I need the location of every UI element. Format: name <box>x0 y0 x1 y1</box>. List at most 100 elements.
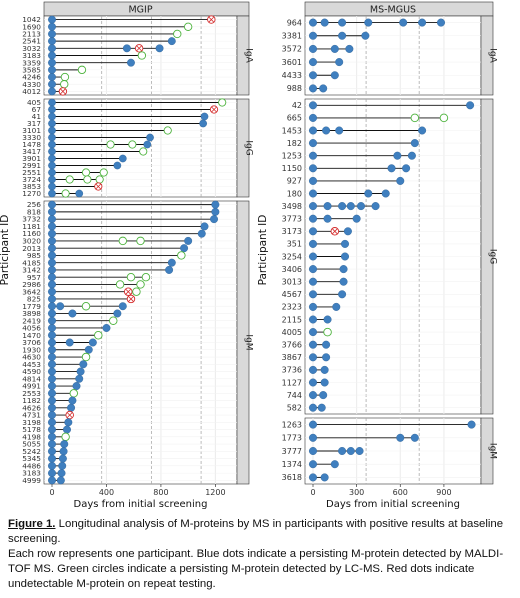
maldi-tof-point <box>127 58 135 67</box>
maldi-tof-point <box>84 345 93 354</box>
maldi-tof-point <box>309 365 318 374</box>
maldi-tof-point <box>393 151 402 160</box>
maldi-tof-point <box>48 147 56 156</box>
maldi-tof-point <box>309 328 318 337</box>
maldi-tof-point <box>59 447 68 456</box>
maldi-tof-point <box>48 189 56 198</box>
maldi-tof-point <box>322 340 331 349</box>
maldi-tof-point <box>309 353 318 362</box>
lc-ms-point <box>81 168 91 177</box>
undetectable-cross <box>208 16 214 23</box>
maldi-tof-point <box>410 433 419 442</box>
maldi-tof-point <box>118 302 127 311</box>
participant-id-label: 4056 <box>22 324 41 333</box>
maldi-tof-point <box>48 133 56 142</box>
maldi-tof-point <box>48 367 56 376</box>
participant-id-label: 4999 <box>22 476 41 485</box>
maldi-tof-point <box>48 265 56 274</box>
participant-id-label: 3853 <box>22 182 41 191</box>
maldi-tof-point <box>364 18 373 27</box>
maldi-tof-point <box>184 236 193 245</box>
participant-id-label: 2323 <box>282 303 302 312</box>
participant-id-label: 582 <box>287 404 302 413</box>
maldi-tof-point <box>410 139 419 148</box>
maldi-tof-point <box>309 164 318 173</box>
maldi-tof-point <box>48 251 56 260</box>
participant-id-label: 3183 <box>22 469 41 478</box>
maldi-tof-point <box>48 338 56 347</box>
maldi-tof-point <box>118 154 127 163</box>
maldi-tof-point <box>309 18 318 27</box>
participant-id-label: 4486 <box>22 461 41 470</box>
participant-id-label: 3706 <box>22 338 41 347</box>
participant-id-label: 2541 <box>22 37 41 46</box>
participant-id-label: 4185 <box>22 258 41 267</box>
maldi-tof-point <box>48 360 56 369</box>
participant-id-label: 3198 <box>22 418 41 427</box>
maldi-tof-point <box>72 382 81 391</box>
maldi-tof-point <box>155 44 164 53</box>
participant-id-label: 405 <box>27 98 41 107</box>
maldi-tof-point <box>56 302 65 311</box>
participant-id-label: 256 <box>27 200 41 209</box>
facet-label-igg: IgG <box>244 140 254 155</box>
lc-ms-point <box>81 301 91 311</box>
lc-ms-point <box>115 280 125 289</box>
lc-ms-point <box>136 280 145 289</box>
panel-ms-mgus-igg: IgG 42 665 1453 182 1253 1150 927 180 3498 3773 317… <box>282 98 498 415</box>
participant-id-label: 4246 <box>22 73 41 82</box>
maldi-tof-point <box>75 189 84 198</box>
lc-ms-point <box>118 236 128 246</box>
lc-ms-point <box>109 316 118 325</box>
participant-id-label: 818 <box>27 207 41 216</box>
participant-id-label: 957 <box>27 273 41 282</box>
maldi-tof-point <box>67 403 76 412</box>
maldi-tof-point <box>371 202 380 211</box>
panel-frame <box>304 15 482 96</box>
maldi-tof-point <box>402 164 411 173</box>
participant-id-label: 1263 <box>282 420 302 429</box>
maldi-tof-point <box>48 37 56 46</box>
lc-ms-point <box>60 80 69 89</box>
panel-mgip-iga: IgA1042169021132541303231833359358542464… <box>22 15 253 96</box>
maldi-tof-point <box>48 287 56 296</box>
participant-id-label: 3330 <box>22 133 41 142</box>
participant-id-label: 3642 <box>22 287 41 296</box>
participant-id-label: 927 <box>287 177 302 186</box>
maldi-tof-point <box>113 309 122 318</box>
maldi-tof-point <box>322 353 331 362</box>
participant-id-label: 3732 <box>22 215 41 224</box>
participant-id-label: 4453 <box>22 360 41 369</box>
participant-id-label: 1181 <box>22 222 41 231</box>
participant-id-label: 964 <box>287 18 302 27</box>
participant-id-label: 744 <box>287 391 302 400</box>
maldi-tof-point <box>48 161 56 170</box>
figure-caption: Figure 1. Longitudinal analysis of M-pro… <box>8 517 514 592</box>
maldi-tof-point <box>48 389 56 398</box>
facet-label-igg: IgG <box>488 249 498 264</box>
maldi-tof-point <box>48 175 56 184</box>
y-axis-title-mgip: Participant ID <box>0 215 11 286</box>
caption-body: Each row represents one participant. Blu… <box>8 548 504 590</box>
maldi-tof-point <box>309 420 318 429</box>
maldi-tof-point <box>199 119 207 128</box>
participant-id-label: 3618 <box>282 473 302 482</box>
maldi-tof-point <box>57 469 66 478</box>
lc-ms-point <box>132 287 141 296</box>
participant-id-label: 2991 <box>22 161 41 170</box>
maldi-tof-point <box>320 378 329 387</box>
participant-id-label: 1478 <box>22 140 41 149</box>
facet-label-igm: IgM <box>244 334 254 350</box>
maldi-tof-point <box>309 44 318 53</box>
facet-label-iga: IgA <box>488 48 498 63</box>
maldi-tof-point <box>309 378 318 387</box>
participant-id-label: 3867 <box>282 353 302 362</box>
panel-ms-mgus-iga: IgA 964 3381 3572 3601 4433 988 <box>282 15 498 96</box>
participant-id-label: 3381 <box>282 32 302 41</box>
participant-id-label: 2986 <box>22 280 41 289</box>
maldi-tof-point <box>357 202 366 211</box>
maldi-tof-point <box>146 133 154 142</box>
maldi-tof-point <box>58 461 67 470</box>
maldi-tof-point <box>338 447 347 456</box>
participant-id-label: 1127 <box>282 378 302 387</box>
